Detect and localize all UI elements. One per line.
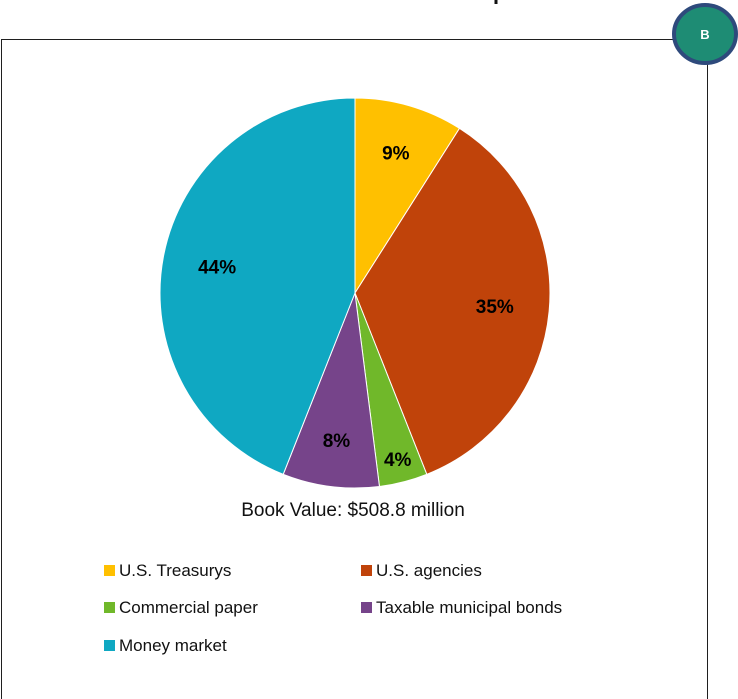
legend-swatch [104, 565, 115, 576]
slice-label-u-s-treasurys: 9% [382, 144, 410, 165]
legend-swatch [104, 640, 115, 651]
section-badge: B [672, 3, 738, 65]
legend-swatch [104, 602, 115, 613]
legend-swatch [361, 565, 372, 576]
legend-item-taxable-municipal-bonds: Taxable municipal bonds [361, 598, 562, 618]
slice-label-commercial-paper: 4% [384, 450, 412, 471]
slice-label-u-s-agencies: 35% [476, 297, 514, 318]
legend-item-u-s-agencies: U.S. agencies [361, 561, 482, 581]
chart-frame [1, 39, 708, 699]
badge-label: B [700, 27, 709, 42]
badge-circle [672, 3, 738, 65]
legend-label: U.S. Treasurys [119, 561, 232, 580]
pie-chart: 9% 35% 4% 8% 44% [159, 97, 551, 489]
legend-swatch [361, 602, 372, 613]
legend-label: U.S. agencies [376, 561, 482, 580]
slice-label-taxable-municipal-bonds: 8% [323, 431, 351, 452]
slice-label-money-market: 44% [198, 258, 236, 279]
pie-slices [159, 97, 551, 489]
pie-slice-money-market [159, 97, 356, 475]
legend-item-commercial-paper: Commercial paper [104, 598, 258, 618]
legend-label: Money market [119, 636, 227, 655]
legend-label: Taxable municipal bonds [376, 598, 563, 617]
pie-slice-taxable-municipal-bonds [282, 292, 380, 489]
pie-labels: 9% 35% 4% 8% 44% [198, 144, 514, 472]
pie-slice-u-s-treasurys [354, 97, 461, 295]
legend-item-money-market: Money market [104, 636, 227, 656]
book-value-caption: Book Value: $508.8 million [241, 500, 465, 521]
legend-label: Commercial paper [119, 598, 258, 617]
legend-item-u-s-treasurys: U.S. Treasurys [104, 561, 231, 581]
pie-slice-u-s-agencies [354, 127, 551, 475]
cropped-title-fragment [494, 0, 498, 4]
